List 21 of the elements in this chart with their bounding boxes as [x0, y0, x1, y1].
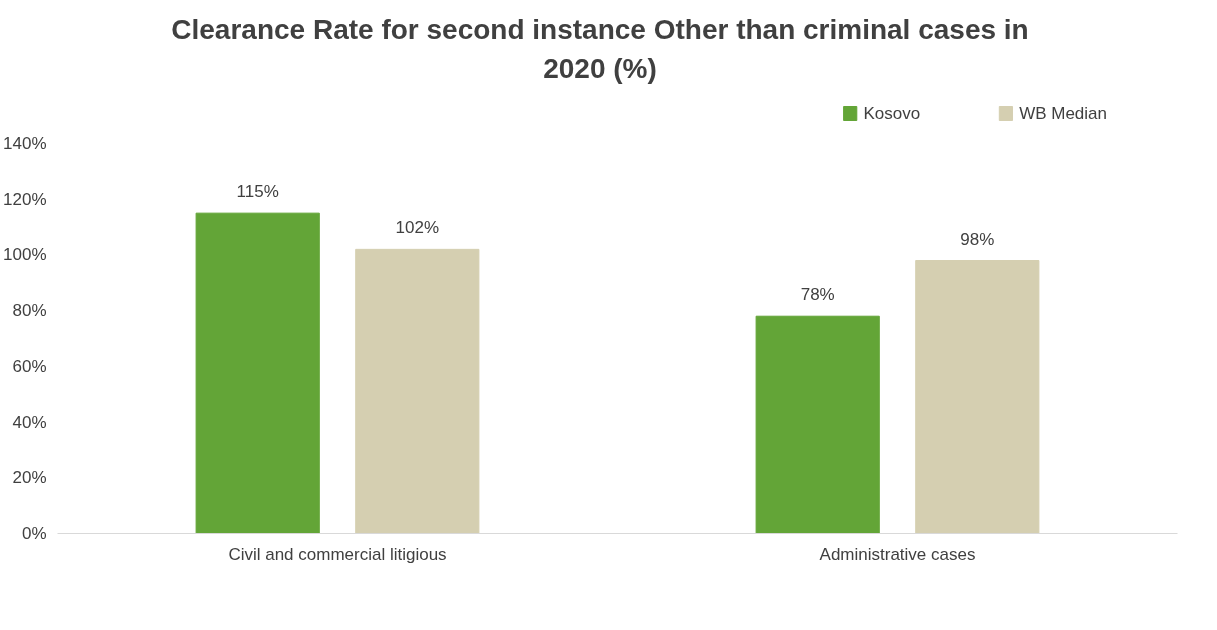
- bar: [915, 260, 1040, 534]
- bar: [355, 249, 480, 534]
- y-tick-label: 100%: [3, 245, 47, 265]
- y-tick-label: 20%: [12, 468, 47, 488]
- bar: [195, 213, 320, 534]
- chart-title: Clearance Rate for second instance Other than criminal cases in 2020 (%): [171, 13, 1029, 87]
- data-label: 78%: [800, 285, 835, 305]
- x-tick-label: Administrative cases: [819, 544, 976, 564]
- y-tick-label: 60%: [12, 357, 47, 377]
- y-tick-label: 120%: [3, 190, 47, 210]
- x-tick-label: Civil and commercial litigious: [228, 544, 447, 564]
- data-label: 102%: [395, 218, 440, 238]
- y-tick-label: 0%: [21, 524, 47, 544]
- data-label: 98%: [960, 229, 995, 249]
- data-label: 115%: [236, 182, 279, 202]
- y-tick-label: 40%: [12, 412, 47, 432]
- legend-label: Kosovo: [863, 104, 921, 124]
- y-tick-label: 80%: [12, 301, 47, 321]
- legend-label: WB Median: [1019, 104, 1107, 124]
- y-tick-label: 140%: [3, 134, 47, 154]
- bar: [755, 316, 880, 534]
